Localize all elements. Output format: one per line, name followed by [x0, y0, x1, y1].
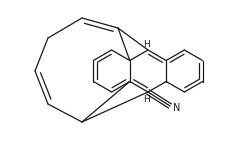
Text: H: H: [143, 39, 149, 49]
Text: H: H: [143, 96, 149, 105]
Text: N: N: [173, 103, 180, 113]
